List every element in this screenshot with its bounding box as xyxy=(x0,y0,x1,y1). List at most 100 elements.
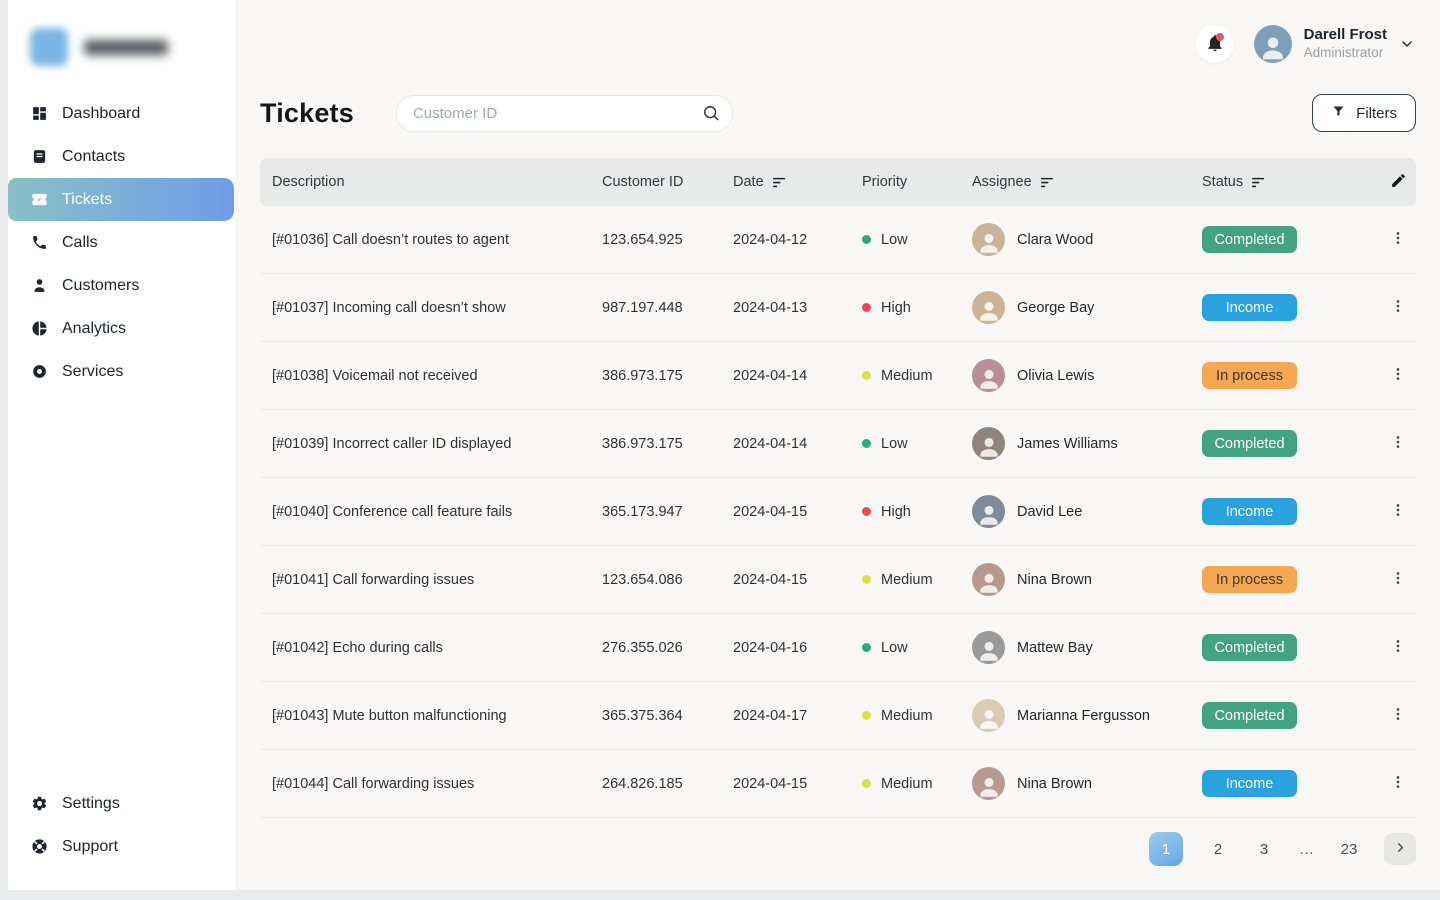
assignee-avatar xyxy=(972,359,1005,392)
ticket-priority: Medium xyxy=(862,776,972,792)
row-actions-button[interactable] xyxy=(1385,431,1411,457)
sidebar-item-services[interactable]: Services xyxy=(8,350,236,393)
page-button-2[interactable]: 2 xyxy=(1207,832,1229,866)
tickets-table: Description Customer ID Date Priority Assign… xyxy=(260,158,1416,818)
ticket-status-cell: Income xyxy=(1202,498,1380,525)
user-meta: Darell Frost Administrator xyxy=(1304,26,1387,62)
pie-chart-icon xyxy=(30,320,48,338)
priority-dot xyxy=(862,507,871,516)
sidebar-item-label: Analytics xyxy=(62,319,127,337)
ticket-assignee: Nina Brown xyxy=(972,563,1202,596)
ticket-description: [#01041] Call forwarding issues xyxy=(272,571,475,588)
notifications-button[interactable] xyxy=(1195,25,1234,63)
sidebar-item-dashboard[interactable]: Dashboard xyxy=(8,92,236,135)
next-page-button[interactable] xyxy=(1384,833,1416,865)
row-actions-button[interactable] xyxy=(1385,567,1411,593)
logo-text-blurred xyxy=(84,39,168,55)
priority-dot xyxy=(862,235,871,244)
page-button-3[interactable]: 3 xyxy=(1253,832,1275,866)
sidebar-item-calls[interactable]: Calls xyxy=(8,221,236,264)
row-actions-button[interactable] xyxy=(1385,227,1411,253)
sidebar-item-contacts[interactable]: Contacts xyxy=(8,135,236,178)
ticket-assignee: Marianna Fergusson xyxy=(972,699,1202,732)
assignee-name: Marianna Fergusson xyxy=(1017,707,1150,724)
ticket-priority: High xyxy=(862,300,972,316)
sidebar-item-label: Settings xyxy=(62,794,120,812)
assignee-avatar xyxy=(972,291,1005,324)
search-icon[interactable] xyxy=(701,103,721,123)
ticket-date: 2024-04-15 xyxy=(733,775,808,792)
row-actions-button[interactable] xyxy=(1385,499,1411,525)
sidebar-item-label: Customers xyxy=(62,276,140,294)
ticket-priority: Low xyxy=(862,640,972,656)
column-header-assignee[interactable]: Assignee xyxy=(972,174,1202,190)
status-badge: In process xyxy=(1202,566,1297,593)
ticket-assignee: David Lee xyxy=(972,495,1202,528)
table-row[interactable]: [#01041] Call forwarding issues 123.654.0… xyxy=(260,546,1416,614)
sidebar-item-analytics[interactable]: Analytics xyxy=(8,307,236,350)
table-row[interactable]: [#01038] Voicemail not received 386.973.1… xyxy=(260,342,1416,410)
column-header-customer-id: Customer ID xyxy=(602,174,684,190)
ticket-description: [#01036] Call doesn’t routes to agent xyxy=(272,231,509,248)
ticket-description: [#01040] Conference call feature fails xyxy=(272,503,513,520)
table-row[interactable]: [#01037] Incoming call doesn’t show 987.1… xyxy=(260,274,1416,342)
user-name: Darell Frost xyxy=(1303,26,1387,44)
ticket-date: 2024-04-13 xyxy=(733,299,808,316)
assignee-name: Olivia Lewis xyxy=(1017,367,1095,384)
pagination: 1 2 3… 23 xyxy=(237,818,1440,866)
ticket-assignee: Mattew Bay xyxy=(972,631,1202,664)
sidebar-item-label: Dashboard xyxy=(62,104,141,122)
column-header-status[interactable]: Status xyxy=(1202,174,1380,190)
ticket-assignee: Nina Brown xyxy=(972,767,1202,800)
table-row[interactable]: [#01044] Call forwarding issues 264.826.1… xyxy=(260,750,1416,818)
table-row[interactable]: [#01043] Mute button malfunctioning 365.3… xyxy=(260,682,1416,750)
ticket-status-cell: Completed xyxy=(1202,430,1380,457)
ticket-assignee: Olivia Lewis xyxy=(972,359,1202,392)
ticket-status-cell: In process xyxy=(1202,362,1380,389)
sidebar-item-settings[interactable]: Settings xyxy=(8,782,236,825)
app-logo[interactable] xyxy=(8,0,236,72)
page-button-1[interactable]: 1 xyxy=(1149,832,1183,866)
table-row[interactable]: [#01036] Call doesn’t routes to agent 123… xyxy=(260,206,1416,274)
assignee-avatar xyxy=(972,699,1005,732)
table-body: [#01036] Call doesn’t routes to agent 123… xyxy=(260,206,1416,818)
sidebar-item-customers[interactable]: Customers xyxy=(8,264,236,307)
kebab-icon xyxy=(1390,706,1406,725)
search-input[interactable] xyxy=(395,94,733,132)
row-actions-button[interactable] xyxy=(1385,295,1411,321)
assignee-avatar xyxy=(972,631,1005,664)
ticket-priority: Medium xyxy=(862,708,972,724)
row-actions-button[interactable] xyxy=(1385,703,1411,729)
ticket-date: 2024-04-15 xyxy=(733,571,808,588)
priority-label: Medium xyxy=(881,707,933,724)
ticket-description: [#01038] Voicemail not received xyxy=(272,367,478,384)
user-menu[interactable]: Darell Frost Administrator xyxy=(1253,25,1415,63)
sidebar-item-label: Support xyxy=(62,837,119,855)
row-actions-button[interactable] xyxy=(1385,635,1411,661)
sidebar-footer-nav: Settings Support xyxy=(8,782,236,868)
column-header-date[interactable]: Date xyxy=(733,174,862,190)
sidebar-item-support[interactable]: Support xyxy=(8,825,236,868)
status-badge: Income xyxy=(1202,294,1297,321)
ticket-icon xyxy=(30,191,48,209)
ticket-assignee: Clara Wood xyxy=(972,223,1202,256)
column-header-description: Description xyxy=(272,174,345,190)
table-row[interactable]: [#01039] Incorrect caller ID displayed 38… xyxy=(260,410,1416,478)
page-button-23[interactable]: 23 xyxy=(1338,832,1360,866)
page-header: Tickets Filters xyxy=(237,88,1440,132)
user-avatar xyxy=(1253,25,1292,63)
table-row[interactable]: [#01042] Echo during calls 276.355.026 202… xyxy=(260,614,1416,682)
ticket-customer-id: 386.973.175 xyxy=(602,367,683,384)
table-row[interactable]: [#01040] Conference call feature fails 36… xyxy=(260,478,1416,546)
status-badge: Income xyxy=(1202,498,1297,525)
sidebar-item-label: Tickets xyxy=(62,190,113,208)
ticket-priority: Medium xyxy=(862,368,972,384)
edit-columns-button[interactable] xyxy=(1385,169,1411,195)
logo-mark-blurred xyxy=(30,28,68,66)
row-actions-button[interactable] xyxy=(1385,363,1411,389)
filters-button[interactable]: Filters xyxy=(1312,94,1416,132)
sidebar-item-tickets[interactable]: Tickets xyxy=(8,178,234,221)
row-actions-button[interactable] xyxy=(1385,771,1411,797)
priority-label: Low xyxy=(881,435,908,452)
assignee-name: Mattew Bay xyxy=(1017,639,1093,656)
